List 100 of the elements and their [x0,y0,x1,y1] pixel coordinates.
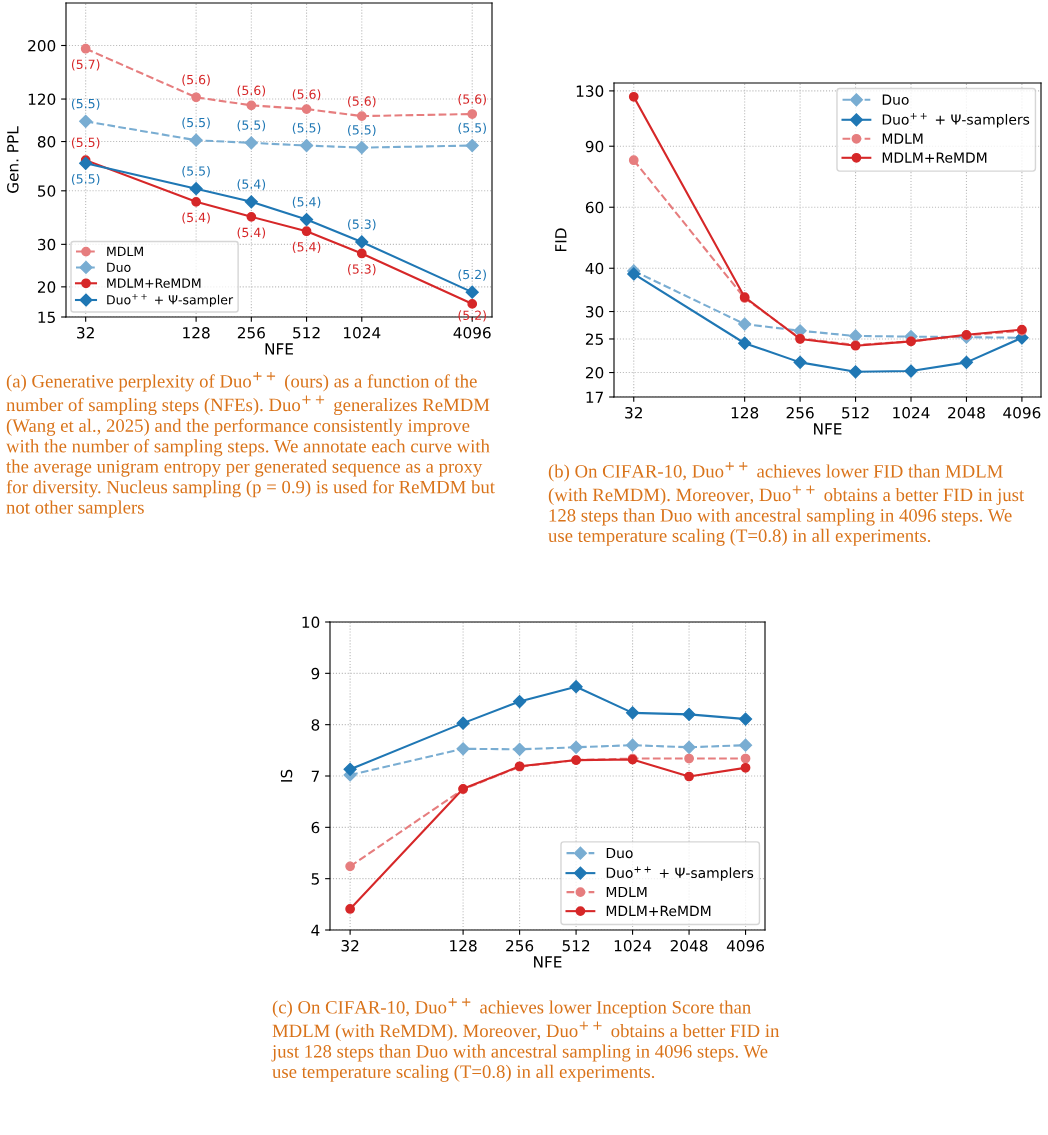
point [738,738,753,752]
y-tick-label: 50 [38,185,56,197]
point [738,712,753,726]
annotation: (5.5) [348,124,376,137]
legend-label: Duo [107,262,131,272]
point [569,680,583,694]
point [738,336,752,350]
point [569,740,583,754]
annotation: (5.2) [458,269,486,281]
annotation: (5.5) [71,98,100,110]
annotation: (5.4) [292,241,321,253]
legend-label: MDLM+ReMDM [882,152,987,163]
x-tick-label: 1024 [893,406,930,419]
x-tick-label: 4096 [453,326,491,339]
point [793,355,807,369]
point [959,355,974,369]
annotation: (5.4) [237,227,266,239]
x-axis-title: NFE [814,423,842,435]
y-tick-label: 30 [586,306,604,318]
y-tick-label: 120 [28,93,56,106]
x-tick-label: 512 [562,939,590,952]
point [456,742,470,756]
point [684,753,694,764]
annotation: (5.5) [182,117,210,129]
y-tick-label: 25 [585,333,603,345]
annotation: (5.5) [237,120,266,132]
annotation: (5.5) [458,122,486,134]
y-axis-title: FID [555,228,567,252]
y-tick-label: 30 [38,238,56,251]
y-tick-label: 200 [28,39,56,52]
y-tick-label: 4 [311,924,320,936]
annotation: (5.3) [348,264,376,276]
point [740,753,751,764]
annotation: (5.6) [292,89,321,101]
x-tick-label: 1024 [344,326,381,339]
legend-label: MDLM [107,246,143,256]
annotation: (5.5) [182,166,210,178]
x-tick-label: 256 [786,406,814,419]
legend-label: Duo [882,94,909,105]
annotation: (5.3) [348,219,376,231]
x-tick-label: 1024 [614,939,652,952]
legend-label: Duo$^{++}$ + Ψ-samplers [882,113,1030,128]
y-tick-label: 8 [311,719,320,731]
annotation: (5.5) [292,122,321,134]
x-tick-label: 128 [731,406,759,419]
annotation: (5.6) [348,96,376,108]
x-tick-label: 128 [183,326,210,339]
annotation: (5.4) [237,179,266,191]
y-tick-label: 20 [37,281,56,293]
text: (c) On CIFAR-10, Duo$^{++}$ achieves lower Inception Score than MDLM (with ReMDM). Moreover, Duo$^{++}$ obtains a better FID in just 128 steps than Duo with ancestral sampling in 4096 steps. We use temperature scaling (T=0.8) in all experiments. [271,998,780,1082]
point [682,707,696,721]
x-tick-label: 2048 [948,406,985,419]
text: (a) Generative perplexity of Duo$^{++}$ (ours) as a function of the number of sampling steps (NFEs). Duo$^{++}$ generalizes ReMDM (Wang et al., 2025) and the performance consistently improve with the number of sampling steps. We annotate each curve with the average unigram entropy per generated sequence as a proxy for diversity. Nucleus sampling (p = 0.9) is used for ReMDM but not other samplers [6,372,495,518]
point [456,716,470,730]
annotation: (5.6) [237,85,266,97]
y-tick-label: 15 [38,311,55,324]
annotation: (5.7) [71,59,100,71]
x-tick-label: 256 [237,326,265,339]
point [738,317,752,331]
x-tick-label: 2048 [670,939,708,952]
annotation: (5.5) [71,137,100,149]
point [513,742,527,756]
y-tick-label: 130 [576,85,604,97]
point [740,762,751,773]
annotation: (5.5) [71,173,100,186]
y-tick-label: 90 [585,140,604,153]
x-axis-title: NFE [265,343,293,355]
x-tick-label: 32 [625,406,642,419]
legend-label: MDLM [882,133,923,144]
x-tick-label: 32 [341,939,359,952]
x-tick-label: 4096 [726,939,765,952]
point [625,738,640,752]
annotation: (5.6) [182,74,210,86]
annotation: (5.6) [458,94,486,106]
x-tick-label: 512 [842,406,869,419]
x-tick-label: 128 [450,939,477,952]
x-tick-label: 4096 [1003,406,1041,419]
y-tick-label: 7 [311,770,319,782]
legend-label: MDLM+ReMDM [606,905,711,917]
point [848,329,863,343]
y-tick-label: 17 [586,391,603,403]
x-tick-label: 256 [506,939,534,952]
y-tick-label: 9 [311,667,320,680]
legend-label: Duo$^{++}$ + Ψ-samplers [606,866,754,881]
y-axis-title: IS [280,769,293,782]
text: (b) On CIFAR-10, Duo$^{++}$ achieves lower FID than MDLM (with ReMDM). Moreover, Duo$^{++}$ obtains a better FID in just 128 steps than Duo with ancestral sampling in 4096 steps. We use temperature scaling (T=0.8) in all experiments. [548,462,1025,546]
legend-label: Duo [606,847,633,859]
point [682,740,696,754]
y-tick-label: 80 [37,136,56,148]
legend-label: Duo$^{++}$ + Ψ-sampler [107,294,234,307]
y-tick-label: 60 [585,201,604,214]
x-tick-label: 512 [293,326,320,339]
point [904,364,918,378]
y-tick-label: 40 [585,262,604,275]
point [684,771,694,782]
x-tick-label: 32 [77,326,94,339]
point [848,365,863,379]
point [513,694,527,709]
annotation: (5.4) [182,212,210,224]
annotation: (5.4) [292,196,321,208]
